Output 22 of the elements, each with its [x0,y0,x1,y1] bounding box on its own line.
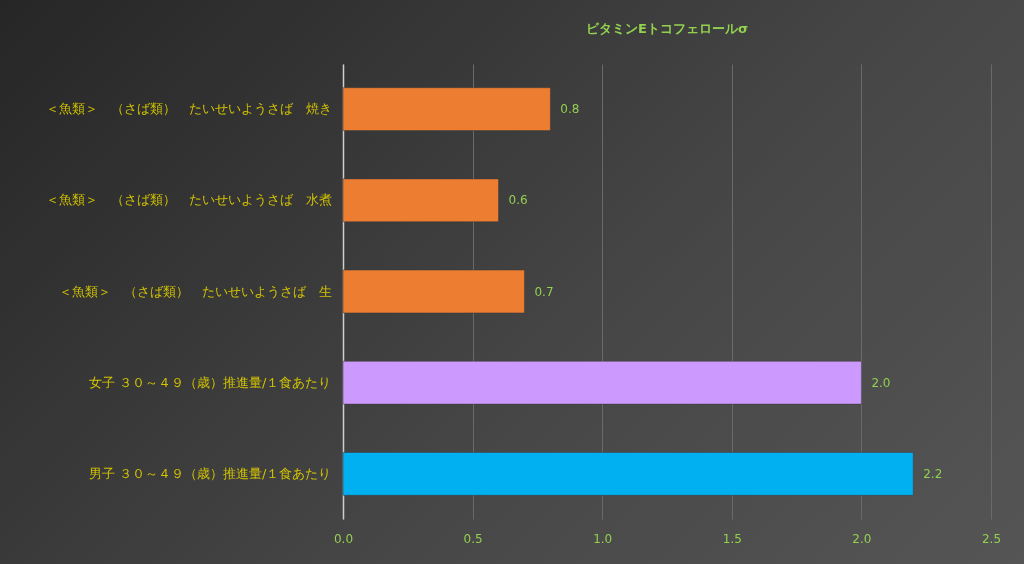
bar [342,452,914,496]
y-tick-label: 女子 ３０～４９（歳）推進量/１食あたり [88,374,332,390]
bar [342,361,862,405]
y-tick-label: 男子 ３０～４９（歳）推進量/１食あたり [88,465,332,481]
bar [342,87,551,131]
y-tick-label: ＜魚類＞ （さば類） たいせいようさば 焼き [45,101,332,117]
data-label: 2.2 [923,466,943,481]
x-tick-label: 2.0 [852,531,872,546]
data-label: 0.7 [534,284,554,299]
x-tick-label: 2.5 [981,531,1002,546]
data-label: 2.0 [871,375,891,390]
x-tick-label: 1.0 [593,531,613,546]
chart-title: ビタミンEトコフェロールσ [585,21,749,36]
x-tick-label: 0.5 [463,531,483,546]
x-tick-label: 0.0 [333,531,354,546]
data-label: 0.8 [560,102,580,117]
y-tick-label: ＜魚類＞ （さば類） たいせいようさば 生 [58,283,332,299]
y-tick-label: ＜魚類＞ （さば類） たいせいようさば 水煮 [45,192,332,208]
bar [342,269,525,314]
bar [342,178,499,222]
data-label: 0.6 [508,193,528,208]
x-tick-label: 1.5 [722,531,742,546]
